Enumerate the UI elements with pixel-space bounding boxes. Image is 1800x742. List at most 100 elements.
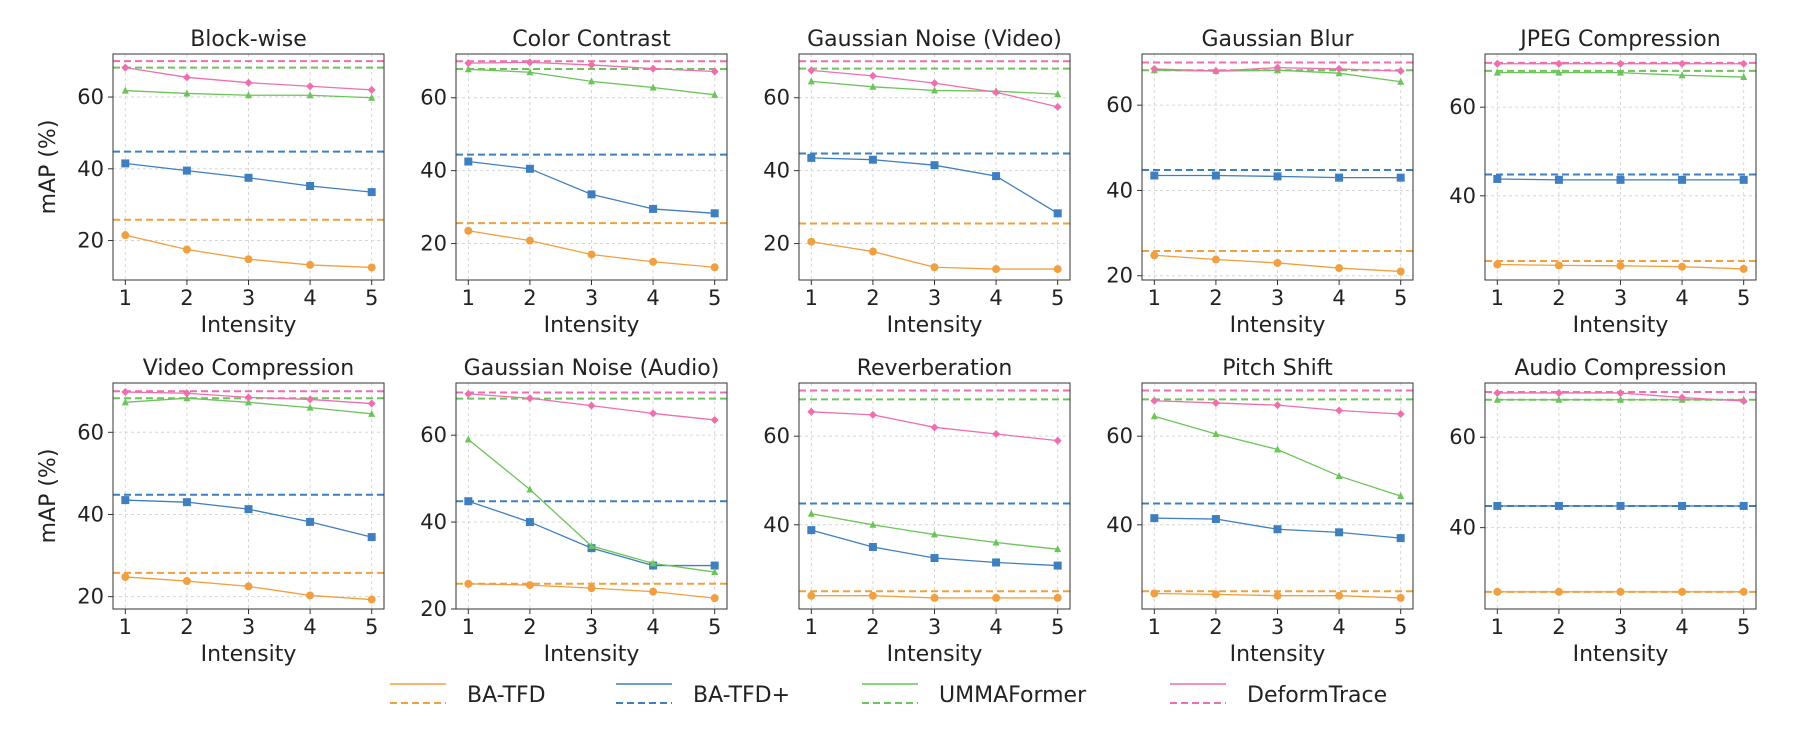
point-ummaformer	[807, 509, 815, 517]
y-tick-label: 60	[763, 86, 790, 110]
point-deformtrace	[1678, 393, 1687, 402]
point-ba-tfd	[710, 561, 719, 570]
panel-reverberation: 1 2 3 4 5 40 60 Reverberation Intensity	[763, 356, 1071, 667]
point-deformtrace	[1211, 67, 1220, 76]
point-ummaformer	[1397, 77, 1405, 85]
point-ba-tfd	[306, 260, 315, 269]
point-ummaformer	[245, 91, 252, 99]
x-tick-label: 5	[1051, 615, 1064, 639]
point-deformtrace	[1678, 59, 1687, 68]
point-ba-tfd	[306, 591, 315, 600]
point-deformtrace	[1150, 64, 1159, 73]
point-ba-tfd	[1739, 175, 1748, 184]
x-tick-label: 4	[1332, 286, 1345, 310]
panel-color-contrast: 1 2 3 4 5 20 40 60 Color Contrast Intensity	[420, 27, 728, 338]
point-ummaformer	[368, 93, 376, 101]
point-ba-tfd	[1335, 591, 1344, 600]
y-tick-label: 60	[420, 86, 447, 110]
point-ummaformer	[1493, 68, 1501, 76]
x-tick-label: 3	[928, 286, 941, 310]
point-ba-tfd	[367, 533, 376, 542]
point-ba-tfd	[930, 554, 939, 563]
x-tick-label: 5	[1394, 286, 1407, 310]
x-tick-label: 3	[585, 615, 598, 639]
y-tick-label: 40	[77, 157, 104, 181]
point-ba-tfd	[1150, 171, 1159, 180]
point-ba-tfd	[1396, 534, 1405, 543]
panel-title: Reverberation	[857, 356, 1013, 381]
point-ba-tfd	[464, 157, 473, 166]
x-tick-label: 2	[1552, 615, 1565, 639]
point-ummaformer	[649, 559, 657, 567]
x-tick-label: 1	[462, 615, 475, 639]
point-ba-tfd	[1273, 258, 1282, 267]
point-deformtrace	[710, 415, 719, 424]
x-axis-label: Intensity	[887, 642, 983, 667]
point-deformtrace	[807, 66, 816, 75]
point-deformtrace	[1739, 397, 1748, 406]
y-tick-label: 40	[763, 159, 790, 183]
point-ba-tfd	[244, 505, 253, 514]
point-ummaformer	[121, 398, 129, 406]
point-ummaformer	[1678, 71, 1686, 79]
y-tick-label: 60	[77, 420, 104, 444]
x-tick-label: 2	[523, 615, 536, 639]
point-deformtrace	[1493, 59, 1502, 68]
point-ba-tfd	[1273, 172, 1282, 181]
point-ummaformer	[245, 398, 252, 406]
point-ba-tfd	[1493, 174, 1502, 183]
point-ummaformer	[869, 82, 877, 90]
point-deformtrace	[1493, 388, 1502, 397]
point-ba-tfd	[807, 153, 816, 162]
point-ba-tfd	[182, 577, 191, 586]
y-tick-label: 40	[420, 510, 447, 534]
y-tick-label: 60	[1449, 95, 1476, 119]
x-tick-label: 1	[119, 615, 132, 639]
point-deformtrace	[587, 401, 596, 410]
point-ba-tfd	[807, 526, 816, 535]
panel-audio-compression: 1 2 3 4 5 40 60 Audio Compression Intensity	[1449, 356, 1757, 667]
point-deformtrace	[1396, 410, 1405, 419]
y-axis-label: mAP (%)	[36, 120, 61, 215]
x-tick-label: 4	[989, 286, 1002, 310]
point-ummaformer	[1212, 429, 1220, 437]
legend-label: DeformTrace	[1247, 683, 1387, 708]
point-ba-tfd	[1273, 591, 1282, 600]
legend-label: BA-TFD+	[693, 683, 790, 708]
point-ba-tfd	[1150, 514, 1159, 523]
point-ba-tfd	[1678, 262, 1687, 271]
panel-title: Block-wise	[190, 27, 307, 52]
x-tick-label: 5	[1051, 286, 1064, 310]
point-ba-tfd	[1616, 501, 1625, 510]
legend-item-ummaformer: UMMAFormer	[862, 683, 1087, 708]
panel-title: Audio Compression	[1514, 356, 1726, 381]
point-ba-tfd	[1211, 255, 1220, 264]
point-ba-tfd	[1396, 173, 1405, 182]
point-ba-tfd	[1273, 525, 1282, 534]
point-ba-tfd	[121, 496, 130, 505]
x-axis-label: Intensity	[201, 642, 297, 667]
point-ba-tfd	[306, 182, 315, 191]
point-ba-tfd	[649, 204, 658, 213]
x-tick-label: 2	[1209, 286, 1222, 310]
point-ba-tfd	[710, 594, 719, 603]
point-deformtrace	[992, 429, 1001, 438]
point-ba-tfd	[1739, 264, 1748, 273]
legend-label: BA-TFD	[467, 683, 546, 708]
point-ummaformer	[1555, 395, 1563, 403]
point-ba-tfd	[807, 591, 816, 600]
y-tick-label: 60	[1106, 93, 1133, 117]
point-ba-tfd	[182, 498, 191, 507]
x-tick-label: 2	[523, 286, 536, 310]
x-tick-label: 1	[1491, 615, 1504, 639]
point-ummaformer	[306, 91, 314, 99]
point-deformtrace	[930, 79, 939, 88]
point-deformtrace	[306, 395, 315, 404]
point-deformtrace	[930, 423, 939, 432]
y-tick-label: 20	[77, 229, 104, 253]
point-ba-tfd	[464, 497, 473, 506]
point-ummaformer	[807, 77, 815, 85]
point-ba-tfd	[1554, 587, 1563, 596]
x-tick-label: 2	[1552, 286, 1565, 310]
